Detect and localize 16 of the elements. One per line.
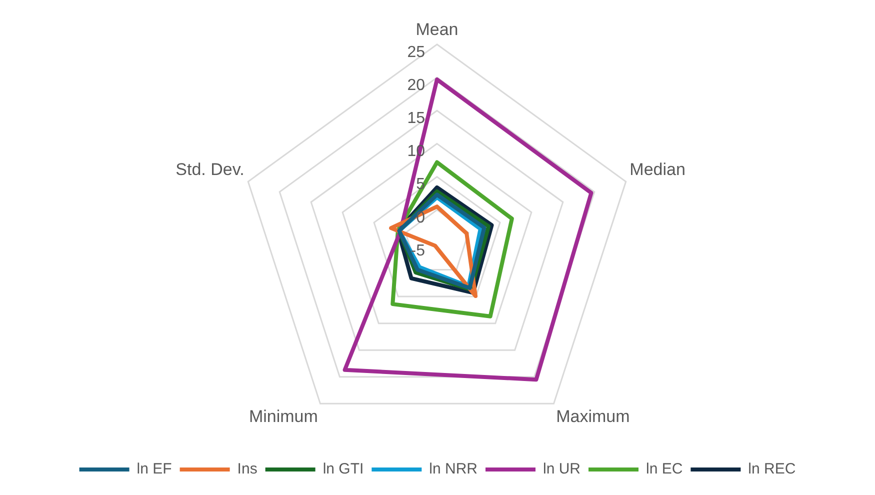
spoke-label: Median: [630, 160, 686, 179]
y-tick-label: 20: [407, 76, 426, 94]
legend-label: Ins: [237, 460, 258, 478]
y-tick-label: -5: [410, 242, 426, 260]
legend-label: ln UR: [543, 460, 581, 478]
legend-label: ln NRR: [429, 460, 478, 478]
spoke-label: Minimum: [248, 406, 318, 426]
y-tick-label: 15: [407, 110, 426, 128]
legend-label: ln EF: [136, 460, 172, 478]
spoke-label: Std. Dev.: [176, 160, 244, 179]
y-tick-label: 25: [407, 44, 426, 61]
legend-label: ln GTI: [322, 460, 364, 478]
legend-label: ln EC: [646, 460, 683, 478]
legend-label: ln REC: [748, 460, 796, 478]
spoke-label: Mean: [416, 20, 458, 39]
spoke-label: Maximum: [556, 406, 630, 426]
